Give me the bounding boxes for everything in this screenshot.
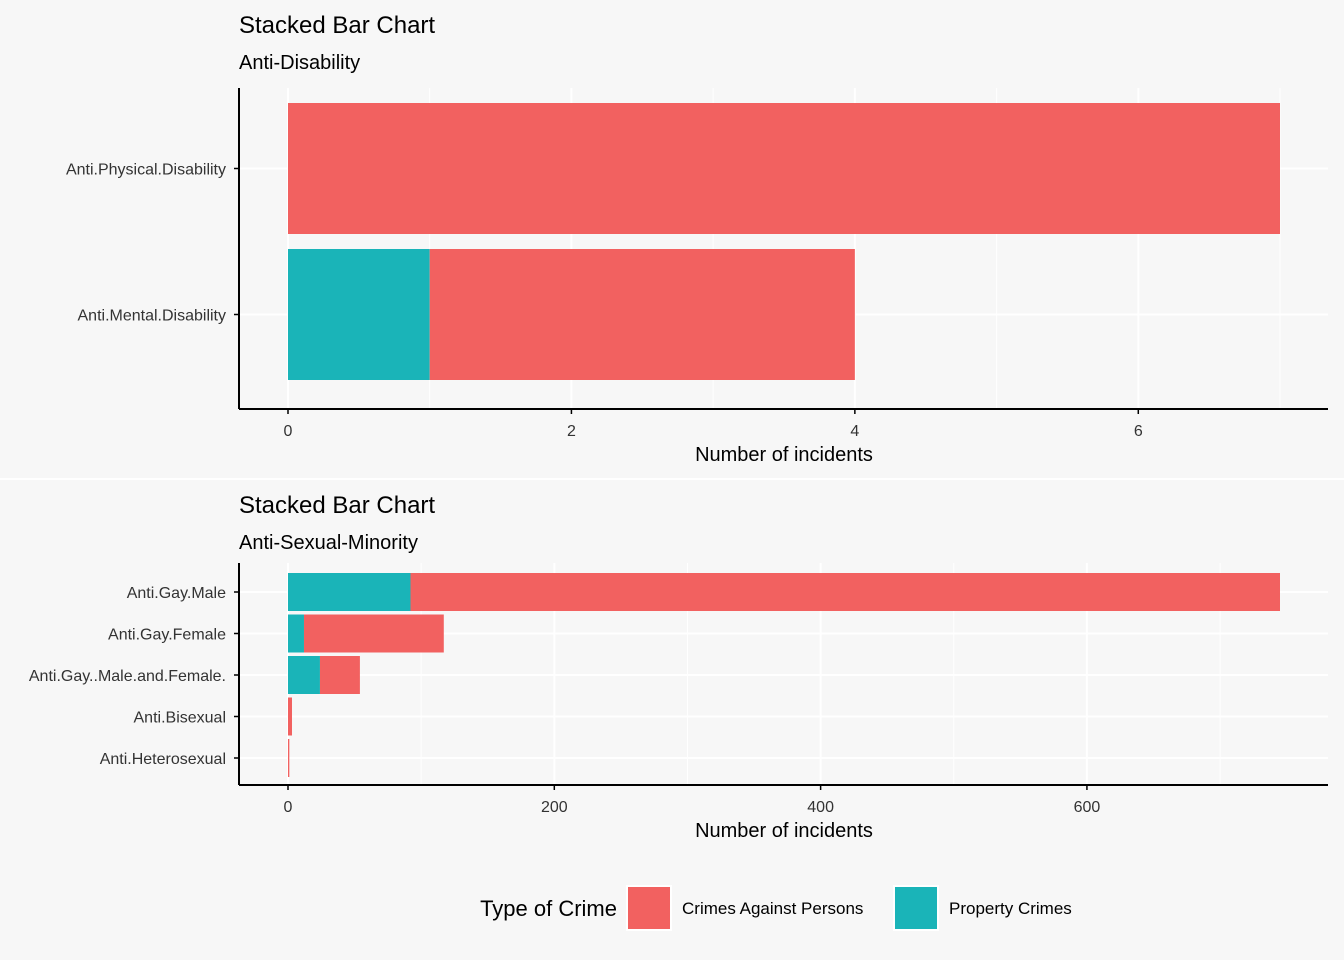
x-tick-label: 200 bbox=[541, 799, 568, 816]
legend: Type of Crime Crimes Against Persons Pro… bbox=[480, 885, 1072, 931]
x-axis-label: Number of incidents bbox=[695, 820, 873, 842]
legend-swatch-crimes-against-persons bbox=[626, 885, 672, 931]
x-tick-label: 6 bbox=[1134, 423, 1143, 440]
bars bbox=[288, 103, 1280, 380]
y-tick-label: Anti.Bisexual bbox=[134, 710, 227, 727]
chart-subtitle: Anti-Disability bbox=[239, 52, 360, 74]
axes bbox=[234, 563, 1328, 790]
x-tick-label: 0 bbox=[284, 799, 293, 816]
bar-anti-heterosexual-crimes-against-persons bbox=[288, 739, 290, 777]
bar-anti-gay-male-and-female-crimes-against-persons bbox=[319, 656, 360, 694]
chart-anti-sexual-minority: Stacked Bar Chart Anti-Sexual-Minority A… bbox=[29, 492, 1328, 842]
legend-title: Type of Crime bbox=[480, 896, 617, 921]
y-tick-labels: Anti.Physical.Disability Anti.Mental.Disa… bbox=[66, 162, 226, 325]
y-tick-label: Anti.Mental.Disability bbox=[78, 308, 227, 325]
bar-anti-bisexual-crimes-against-persons bbox=[288, 697, 292, 736]
y-tick-label: Anti.Gay..Male.and.Female. bbox=[29, 668, 226, 685]
chart-anti-disability: Stacked Bar Chart Anti-Disability Anti.P… bbox=[66, 12, 1328, 466]
x-tick-label: 2 bbox=[567, 423, 576, 440]
bar-anti-mental-disability-property-crimes bbox=[288, 249, 430, 380]
bar-anti-gay-female-crimes-against-persons bbox=[303, 614, 444, 653]
x-tick-label: 400 bbox=[807, 799, 834, 816]
y-tick-labels: Anti.Gay.Male Anti.Gay.Female Anti.Gay..Ma… bbox=[29, 585, 226, 768]
y-tick-label: Anti.Heterosexual bbox=[100, 751, 226, 768]
bars bbox=[288, 573, 1280, 777]
chart-title: Stacked Bar Chart bbox=[239, 492, 435, 519]
bar-anti-mental-disability-crimes-against-persons bbox=[429, 249, 855, 380]
y-tick-label: Anti.Gay.Female bbox=[108, 627, 226, 644]
x-tick-label: 4 bbox=[850, 423, 859, 440]
x-tick-labels: 0 200 400 600 bbox=[284, 799, 1101, 816]
chart-subtitle: Anti-Sexual-Minority bbox=[239, 532, 418, 554]
x-axis-label: Number of incidents bbox=[695, 444, 873, 466]
chart-title: Stacked Bar Chart bbox=[239, 12, 435, 39]
y-tick-label: Anti.Physical.Disability bbox=[66, 162, 226, 179]
y-tick-label: Anti.Gay.Male bbox=[127, 585, 226, 602]
legend-swatch-property-crimes bbox=[893, 885, 939, 931]
bar-anti-physical-disability-crimes-against-persons bbox=[288, 103, 1280, 234]
bar-anti-gay-male-and-female-property-crimes bbox=[288, 656, 320, 694]
x-tick-label: 600 bbox=[1074, 799, 1101, 816]
bar-anti-gay-female-property-crimes bbox=[288, 614, 304, 653]
axes bbox=[234, 88, 1328, 414]
bar-anti-gay-male-crimes-against-persons bbox=[410, 573, 1280, 611]
x-tick-labels: 0 2 4 6 bbox=[284, 423, 1143, 440]
bar-anti-gay-male-property-crimes bbox=[288, 573, 411, 611]
legend-label-crimes-against-persons: Crimes Against Persons bbox=[682, 899, 863, 918]
legend-label-property-crimes: Property Crimes bbox=[949, 899, 1072, 918]
x-tick-label: 0 bbox=[284, 423, 293, 440]
